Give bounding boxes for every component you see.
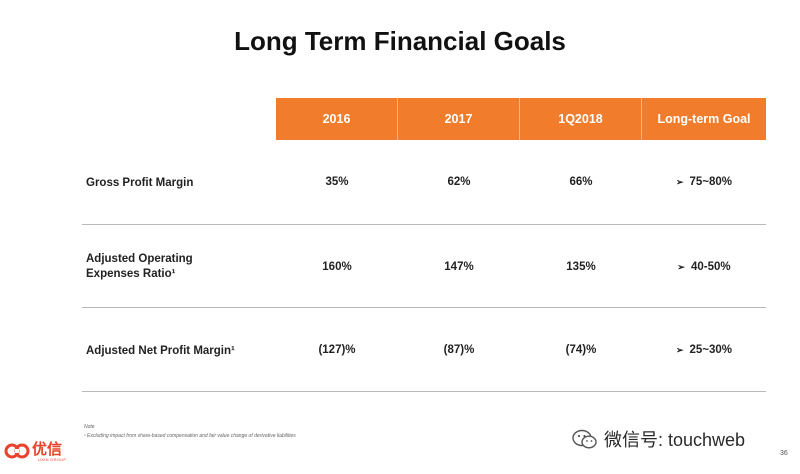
cell-goal: ➢ 25~30%: [675, 344, 733, 356]
cell-1q2018: 66%: [569, 176, 593, 188]
footnote-label: Note: [84, 424, 95, 430]
header-1q2018: 1Q2018: [520, 98, 642, 140]
slide-title: Long Term Financial Goals: [234, 26, 566, 56]
cell-2017: 147%: [444, 261, 474, 273]
row-divider: [82, 391, 766, 392]
row-divider: [82, 307, 766, 308]
cell-2016: 35%: [325, 176, 349, 188]
cell-2017: 62%: [447, 176, 471, 188]
cell-goal: ➢ 40-50%: [677, 261, 731, 273]
footnote-text: ¹ Excluding impact from share-based comp…: [84, 433, 296, 439]
table-header-row: 2016 2017 1Q2018 Long-term Goal: [276, 98, 766, 140]
cell-1q2018: (74)%: [565, 344, 597, 356]
cell-2016: (127)%: [318, 344, 356, 356]
row-label: Adjusted Operating Expenses Ratio¹: [86, 253, 193, 280]
page-number: 36: [780, 450, 788, 457]
header-2017: 2017: [398, 98, 520, 140]
logo-mark-icon: [4, 440, 30, 460]
company-logo: 优信 UXIN GROUP: [4, 440, 66, 462]
cell-2017: (87)%: [443, 344, 475, 356]
arrow-bullet-icon: ➢: [675, 345, 684, 355]
header-2016: 2016: [276, 98, 398, 140]
row-label: Gross Profit Margin: [86, 177, 194, 189]
header-long-term-goal: Long-term Goal: [642, 98, 766, 140]
row-divider: [82, 224, 766, 225]
logo-text: 优信: [32, 441, 63, 458]
logo-subtitle: UXIN GROUP: [38, 457, 67, 462]
wechat-watermark: 微信号: touchweb: [572, 426, 745, 452]
watermark-text: 微信号: touchweb: [604, 430, 746, 450]
cell-1q2018: 135%: [566, 261, 596, 273]
arrow-bullet-icon: ➢: [675, 177, 684, 187]
row-label: Adjusted Net Profit Margin¹: [86, 345, 235, 357]
wechat-icon: [572, 429, 597, 449]
cell-goal: ➢ 75~80%: [675, 176, 733, 188]
arrow-bullet-icon: ➢: [677, 262, 685, 272]
cell-2016: 160%: [322, 261, 352, 273]
